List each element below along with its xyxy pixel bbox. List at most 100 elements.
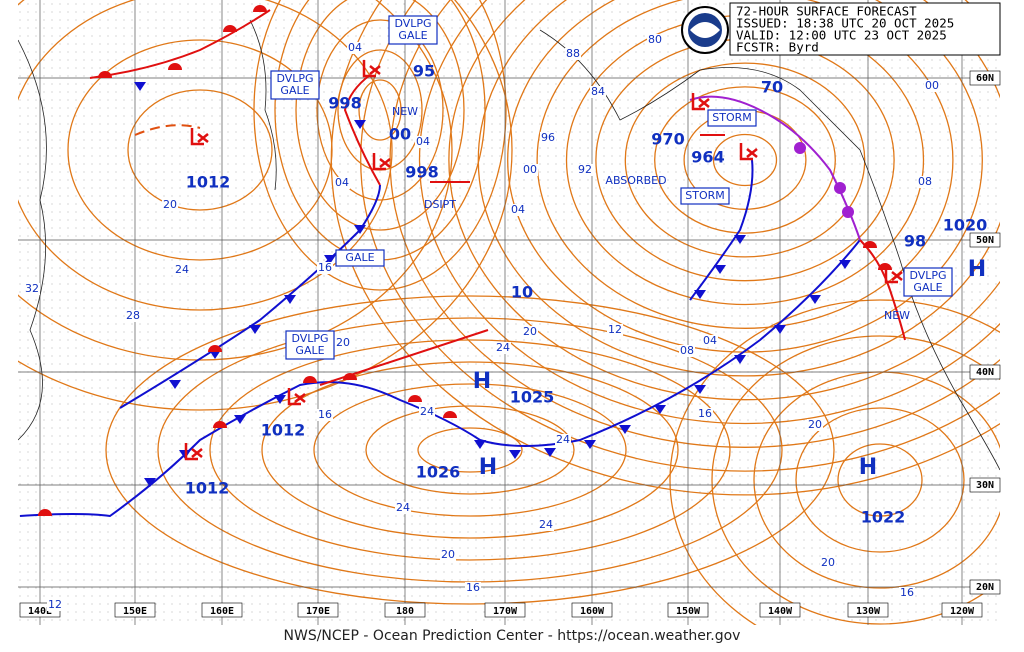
isobar-label: 32 (25, 282, 39, 295)
isobar (316, 19, 444, 201)
central-pressure: 98 (904, 232, 926, 251)
isobar-label: 20 (821, 556, 835, 569)
isobar-label-bg (335, 337, 351, 349)
warning-text: STORM (685, 189, 725, 202)
isobar-label-bg (395, 502, 411, 514)
isobar-label-bg (697, 408, 713, 420)
low-centers (184, 60, 903, 461)
lon-label-box (941, 602, 983, 618)
isobar (448, 0, 1000, 401)
lat-label-box (969, 232, 1001, 248)
isobar-label-bg (565, 48, 581, 60)
lon-label-box (484, 602, 526, 618)
high-center: H (479, 455, 497, 480)
lon-label-box (297, 602, 339, 618)
isobar-label-bg (317, 409, 333, 421)
cold-front-barb (474, 440, 486, 449)
isobar-label: 28 (126, 309, 140, 322)
isobar-label: 24 (556, 433, 570, 446)
central-pressure: 1025 (510, 388, 555, 407)
lon-label: 140E (28, 606, 52, 617)
land (18, 19, 1000, 471)
isobar-label-bg (538, 519, 554, 531)
header-box (729, 2, 1001, 56)
isobar-label: 20 (808, 418, 822, 431)
lon-label-box (571, 602, 613, 618)
cold-front-barb (234, 415, 246, 424)
isobar-label: 24 (496, 341, 510, 354)
cold-front-barb (144, 478, 156, 487)
lat-label: 30N (976, 480, 994, 491)
lon-label-box (667, 602, 709, 618)
isobar (295, 0, 465, 231)
warning-box (680, 187, 730, 205)
isobar-label: 04 (511, 203, 525, 216)
warning-text: DVLPG (276, 72, 313, 85)
isobar (127, 89, 273, 211)
isobar-label: 16 (318, 408, 332, 421)
isobar-label: 16 (466, 581, 480, 594)
isobar-label: 80 (648, 33, 662, 46)
cold-front-barb (274, 395, 286, 404)
high-center: H (859, 455, 877, 480)
isobar-label-bg (334, 177, 350, 189)
isobar-label: 00 (925, 79, 939, 92)
header-title: 72-HOUR SURFACE FORECAST (736, 4, 917, 19)
low-center (691, 93, 710, 111)
cold-front-barb (619, 425, 631, 434)
lat-label: 20N (976, 582, 994, 593)
lon-label-box (384, 602, 426, 618)
isobar (18, 0, 513, 411)
isobar-label: 08 (918, 175, 932, 188)
low-center (184, 443, 203, 461)
isobar-label-bg (555, 434, 571, 446)
isobar-label-bg (510, 204, 526, 216)
occluded-bump (842, 206, 854, 218)
isobar (105, 295, 835, 605)
low-center (287, 388, 306, 406)
front-symbols (38, 5, 892, 516)
central-pressure: 964 (691, 148, 724, 167)
lon-label: 180 (396, 606, 414, 617)
cold-front-barb (694, 385, 706, 394)
isobar-label: 96 (541, 131, 555, 144)
cold-front-barb (694, 290, 706, 299)
forecast-note: NEW (884, 309, 910, 322)
central-pressure: 1020 (943, 216, 988, 235)
warm-front-bump (303, 376, 317, 383)
isobar (358, 79, 402, 141)
warm-front-bump (38, 509, 52, 516)
isobar-label-bg (47, 599, 63, 611)
cold-front-barb (134, 82, 146, 91)
isobar-label-bg (577, 164, 593, 176)
lon-label: 130W (856, 606, 881, 617)
lat-label: 50N (976, 235, 994, 246)
isobar-label: 08 (680, 344, 694, 357)
isobar (67, 39, 333, 261)
isobar-label: 24 (175, 263, 189, 276)
isobar-label-bg (419, 406, 435, 418)
cold-front-barb (354, 225, 366, 234)
lon-label-box (201, 602, 243, 618)
isobar-label: 12 (608, 323, 622, 336)
isobar-label-bg (495, 342, 511, 354)
footer: NWS/NCEP - Ocean Prediction Center - htt… (284, 628, 741, 644)
cold-front-barb (839, 260, 851, 269)
lat-label-box (969, 70, 1001, 86)
isobar-label-bg (702, 335, 718, 347)
warm-front-bump (443, 411, 457, 418)
warm-front-bump (343, 373, 357, 380)
lat-label-box (969, 477, 1001, 493)
isobar-label-bg (679, 345, 695, 357)
central-pressure: 998 (328, 94, 361, 113)
central-pressure: 00 (389, 125, 411, 144)
isobar-label-bg (924, 80, 940, 92)
lon-label-box (847, 602, 889, 618)
cold-front-barb (509, 450, 521, 459)
warning-box (903, 267, 953, 297)
low-center (884, 266, 903, 284)
isobar-label-bg (820, 557, 836, 569)
lat-label: 60N (976, 73, 994, 84)
lat-label-box (969, 579, 1001, 595)
